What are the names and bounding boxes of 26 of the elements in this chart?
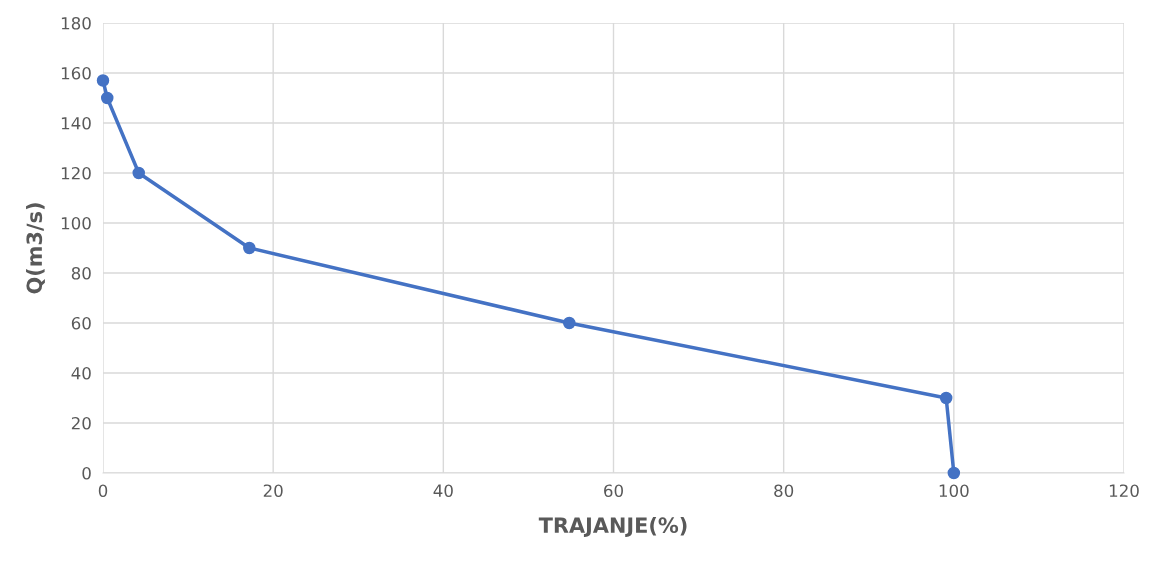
y-tick-label: 120 — [61, 166, 91, 180]
x-tick-label: 60 — [604, 484, 623, 498]
y-tick-label: 160 — [61, 66, 91, 80]
x-tick-label: 20 — [263, 484, 283, 498]
point — [132, 166, 145, 180]
y-tick-label: 0 — [82, 466, 91, 480]
point — [939, 391, 953, 405]
x-tick-label: 120 — [1109, 484, 1139, 498]
y-tick-label: 80 — [71, 266, 91, 280]
y-tick-label: 140 — [61, 116, 91, 130]
x-axis-title: TRAJANJE(%) — [538, 516, 687, 537]
point — [96, 74, 110, 87]
y-axis-title: Q(m3/s) — [26, 203, 45, 294]
y-tick-label: 40 — [71, 366, 91, 380]
x-tick-label: 100 — [939, 484, 969, 498]
point — [563, 316, 576, 330]
y-tick-label: 20 — [71, 416, 91, 430]
x-tick-label: 80 — [774, 484, 794, 498]
point — [101, 91, 114, 105]
y-tick-label: 100 — [61, 216, 91, 230]
point — [947, 466, 961, 480]
y-tick-label: 60 — [71, 316, 91, 330]
point — [243, 241, 256, 255]
x-tick-label: 0 — [98, 484, 108, 498]
x-tick-label: 40 — [433, 484, 453, 498]
y-tick-label: 180 — [61, 16, 91, 30]
